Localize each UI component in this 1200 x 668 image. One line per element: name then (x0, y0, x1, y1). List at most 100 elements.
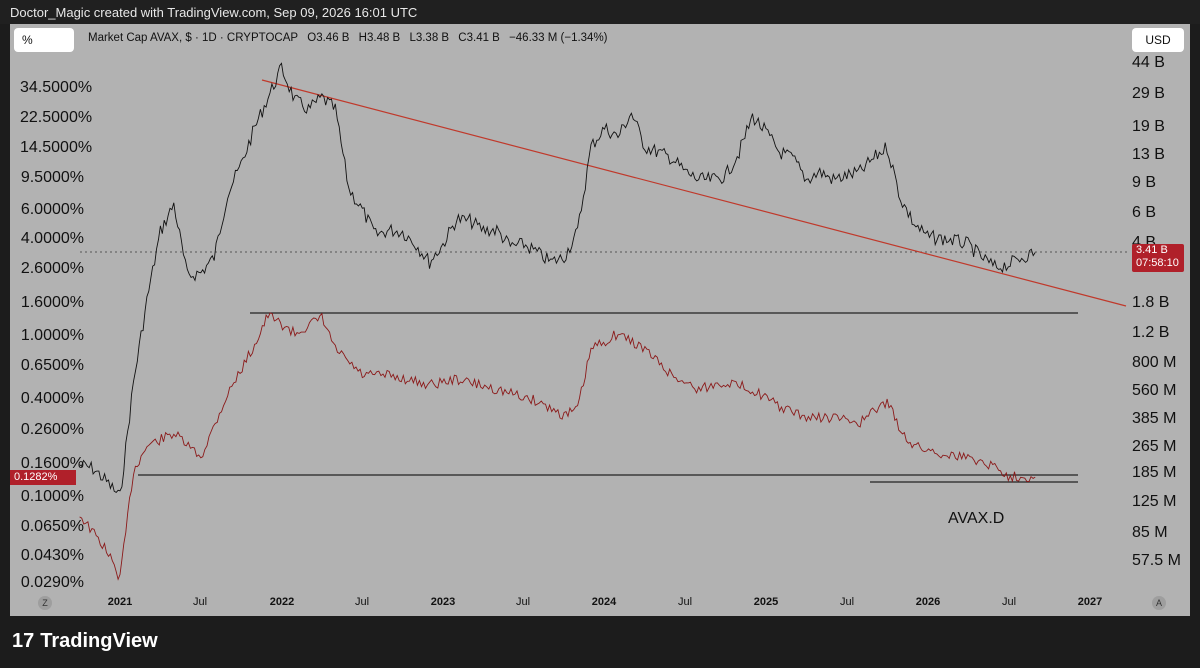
legend-low: L3.38 B (409, 32, 450, 44)
left-tick-label: 2.6000% (20, 260, 84, 277)
dominance-point (536, 400, 538, 402)
right-tick-label: 560 M (1132, 382, 1177, 399)
left-tick-label: 0.6500% (20, 357, 84, 374)
left-tick-label: 9.5000% (20, 169, 84, 186)
current-price-tag: 3.41 B 07:58:10 (1132, 244, 1184, 272)
right-tick-label: 385 M (1132, 410, 1177, 427)
currency-button[interactable]: USD (1132, 28, 1184, 52)
market-cap-point (577, 231, 579, 233)
right-tick-label: 1.8 B (1132, 294, 1170, 311)
top-bar: Doctor_Magic created with TradingView.co… (0, 0, 1200, 24)
left-tick-label: 6.0000% (20, 201, 84, 218)
time-tick-label: Jul (839, 596, 855, 608)
legend-high: H3.48 B (358, 32, 401, 44)
market-cap-point (361, 209, 363, 211)
time-tick-label: 2026 (915, 596, 941, 608)
right-tick-label: 1.2 B (1132, 324, 1170, 341)
descending-trendline (261, 79, 1127, 307)
market-cap-point (375, 234, 377, 236)
market-cap-point (994, 266, 996, 268)
dominance-point (79, 514, 81, 516)
left-tick-label: 4.0000% (20, 230, 84, 247)
market-cap-point (967, 243, 969, 245)
market-cap-point (227, 193, 229, 195)
market-cap-point (927, 236, 929, 238)
right-tick-label: 185 M (1132, 464, 1177, 481)
tradingview-logo: 17 TradingView (12, 630, 158, 653)
right-tick-label: 265 M (1132, 438, 1177, 455)
current-price-value: 3.41 B (1136, 244, 1168, 256)
market-cap-point (1007, 264, 1009, 266)
zoom-reset-icon[interactable]: Z (38, 596, 52, 610)
legend-title: Market Cap AVAX, $ · 1D · CRYPTOCAP (88, 32, 299, 44)
right-tick-label: 125 M (1132, 493, 1177, 510)
market-cap-point (119, 496, 121, 498)
time-tick-label: 2025 (753, 596, 779, 608)
current-percent-tag: 0.1282% (10, 470, 76, 485)
right-tick-label: 57.5 M (1132, 552, 1181, 569)
time-tick-label: 2021 (107, 596, 133, 608)
brand-name: TradingView (40, 630, 158, 652)
market-cap-point (563, 256, 565, 258)
dominance-point (496, 388, 498, 390)
tradingview-mark-icon: 17 (12, 630, 35, 652)
series-line-dominance[interactable] (79, 312, 1036, 581)
dominance-point (429, 384, 431, 386)
left-tick-label: 0.0430% (20, 547, 84, 564)
market-cap-point (671, 157, 673, 159)
time-tick-label: 2022 (269, 596, 295, 608)
dominance-point (577, 408, 579, 410)
dominance-point (752, 388, 754, 390)
legend-change: −46.33 M (−1.34%) (509, 32, 608, 44)
time-tick-label: Jul (515, 596, 531, 608)
time-tick-label: Jul (192, 596, 208, 608)
market-cap-point (644, 146, 646, 148)
market-cap-point (186, 275, 188, 277)
right-tick-label: 6 B (1132, 204, 1157, 221)
right-tick-label: 44 B (1132, 54, 1165, 71)
market-cap-point (684, 171, 686, 173)
price-chart-svg[interactable] (10, 24, 1190, 616)
dominance-point (617, 333, 619, 335)
left-tick-label: 0.0650% (20, 518, 84, 535)
dominance-point (119, 578, 121, 580)
market-cap-point (711, 179, 713, 181)
chart-panel[interactable]: % USD Market Cap AVAX, $ · 1D · CRYPTOCA… (10, 24, 1190, 616)
time-tick-label: Jul (1001, 596, 1017, 608)
time-tick-label: Jul (354, 596, 370, 608)
dominance-point (940, 452, 942, 454)
left-tick-label: 22.5000% (20, 109, 93, 126)
market-cap-point (415, 243, 417, 245)
right-tick-label: 13 B (1132, 146, 1165, 163)
market-cap-point (792, 157, 794, 159)
series-line-market-cap[interactable] (79, 62, 1036, 493)
right-tick-label: 800 M (1132, 354, 1177, 371)
left-tick-label: 0.2600% (20, 421, 84, 438)
left-tick-label: 1.0000% (20, 327, 84, 344)
right-tick-label: 9 B (1132, 174, 1157, 191)
market-cap-point (765, 131, 767, 133)
market-cap-point (859, 171, 861, 173)
legend-close: C3.41 B (458, 32, 500, 44)
left-tick-label: 14.5000% (20, 139, 93, 156)
bar-countdown: 07:58:10 (1136, 257, 1179, 269)
right-tick-label: 29 B (1132, 85, 1165, 102)
dominance-point (725, 381, 727, 383)
chart-credit: Doctor_Magic created with TradingView.co… (10, 5, 418, 20)
left-tick-label: 0.4000% (20, 390, 84, 407)
time-tick-label: Jul (677, 596, 693, 608)
auto-scale-icon[interactable]: A (1152, 596, 1166, 610)
percent-scale-button[interactable]: % (14, 28, 74, 52)
right-tick-label: 85 M (1132, 524, 1168, 541)
left-tick-label: 0.1600% (20, 455, 84, 472)
market-cap-point (321, 97, 323, 99)
dominance-series-label: AVAX.D (948, 510, 1005, 527)
market-cap-point (550, 261, 552, 263)
market-cap-point (294, 99, 296, 101)
left-tick-label: 34.5000% (20, 79, 93, 96)
time-tick-label: 2023 (430, 596, 456, 608)
time-tick-label: 2024 (591, 596, 617, 608)
left-tick-label: 1.6000% (20, 294, 84, 311)
left-tick-label: 0.0290% (20, 574, 84, 591)
legend-open: O3.46 B (307, 32, 350, 44)
